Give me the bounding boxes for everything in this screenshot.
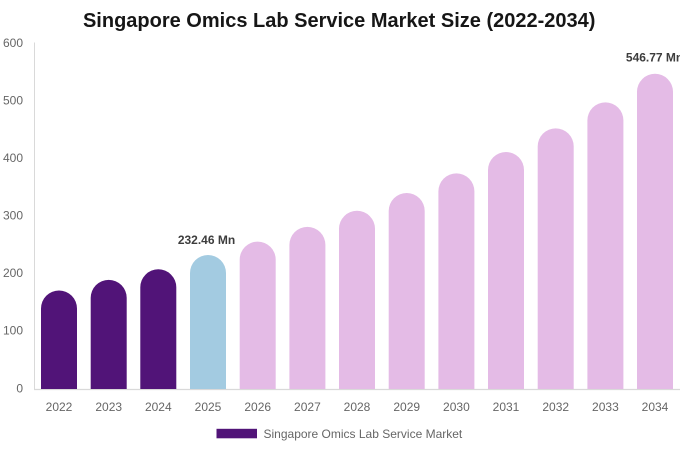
svg-text:2023: 2023	[95, 400, 122, 414]
svg-text:500: 500	[3, 93, 23, 107]
svg-text:Singapore Omics Lab Service Ma: Singapore Omics Lab Service Market	[264, 427, 463, 441]
svg-text:2031: 2031	[493, 400, 520, 414]
svg-text:2030: 2030	[443, 400, 470, 414]
svg-text:600: 600	[3, 36, 23, 50]
svg-text:2028: 2028	[344, 400, 371, 414]
svg-text:200: 200	[3, 266, 23, 280]
svg-text:2026: 2026	[244, 400, 271, 414]
svg-text:2027: 2027	[294, 400, 321, 414]
svg-text:300: 300	[3, 209, 23, 223]
svg-text:100: 100	[3, 324, 23, 338]
svg-text:2022: 2022	[46, 400, 73, 414]
svg-text:0: 0	[16, 381, 23, 395]
svg-text:400: 400	[3, 151, 23, 165]
svg-text:2034: 2034	[642, 400, 669, 414]
svg-text:232.46 Mn: 232.46 Mn	[178, 233, 235, 247]
svg-text:546.77 Mn: 546.77 Mn	[626, 51, 680, 65]
svg-text:2024: 2024	[145, 400, 172, 414]
svg-text:2025: 2025	[195, 400, 222, 414]
svg-text:2032: 2032	[542, 400, 569, 414]
svg-text:Singapore Omics Lab Service Ma: Singapore Omics Lab Service Market Size …	[83, 10, 595, 32]
svg-text:2029: 2029	[393, 400, 420, 414]
svg-text:2033: 2033	[592, 400, 619, 414]
